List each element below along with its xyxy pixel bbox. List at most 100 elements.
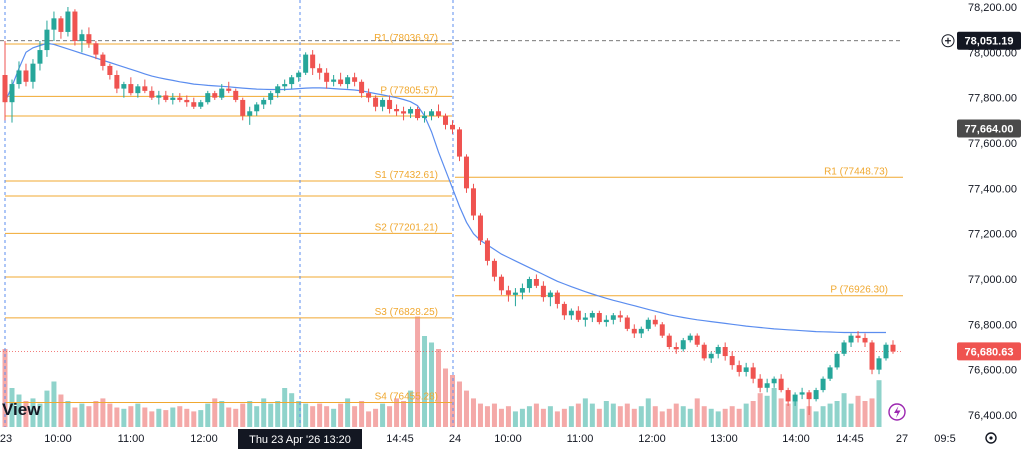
candle-body — [184, 99, 190, 103]
candle-body — [37, 50, 43, 64]
volume-bar — [554, 411, 560, 427]
candle-body — [177, 97, 183, 100]
candle-body — [429, 111, 435, 116]
candle-body — [23, 70, 29, 82]
candle-body — [303, 54, 309, 73]
candle-body — [79, 34, 85, 41]
volume-bar — [9, 388, 15, 427]
price-tick-label: 77,400.00 — [968, 183, 1017, 195]
candle-body — [862, 337, 868, 343]
lightning-icon[interactable] — [888, 403, 906, 421]
candle-body — [708, 353, 714, 359]
candle-body — [498, 276, 504, 291]
volume-bar — [184, 408, 190, 427]
volume-bar — [862, 401, 868, 427]
volume-bar — [156, 408, 162, 427]
volume-bar — [624, 403, 630, 427]
vwap-line — [4, 42, 886, 334]
volume-bar — [331, 408, 337, 427]
volume-bar — [687, 408, 693, 427]
volume-bar — [659, 411, 665, 427]
volume-bar — [268, 403, 274, 427]
price-tick-label: 76,800.00 — [968, 319, 1017, 331]
pivot-label: S3 (76828.25) — [375, 307, 438, 318]
volume-bar — [449, 375, 455, 427]
candle-body — [72, 11, 78, 41]
volume-bar — [743, 403, 749, 427]
candle-body — [205, 93, 211, 103]
candle-body — [638, 328, 644, 334]
watermark-text: View — [2, 400, 41, 419]
volume-bar — [764, 395, 770, 427]
volume-bar — [198, 410, 204, 427]
volume-bar — [366, 411, 372, 427]
candle-body — [240, 99, 246, 116]
volume-bar — [79, 403, 85, 427]
time-axis[interactable]: 23 10:00 11:00 12:00 14:45 24 10:00 11:00 12:00 1… — [0, 427, 1024, 451]
price-tick-label: 77,600.00 — [968, 138, 1017, 150]
volume-bar — [338, 403, 344, 427]
price-axis[interactable]: 78,200.00 78,000.00 77,800.00 77,600.00 77,4… — [903, 0, 1024, 427]
candle-body — [512, 292, 518, 295]
candle-body — [631, 328, 637, 334]
volume-bar — [771, 388, 777, 427]
volume-bar — [708, 408, 714, 427]
candle-body — [387, 99, 393, 109]
candle-body — [422, 115, 428, 119]
candle-body — [338, 79, 344, 85]
candle-body — [107, 65, 113, 75]
price-tick-label: 77,800.00 — [968, 93, 1017, 105]
candle-body — [575, 310, 581, 320]
candle-body — [65, 11, 71, 32]
pivot-label: R1 (77448.73) — [824, 166, 888, 177]
candle-body — [44, 29, 50, 51]
candle-body — [533, 279, 539, 286]
candle-body — [254, 104, 260, 112]
volume-bar — [869, 398, 875, 427]
volume-bar — [37, 403, 43, 427]
volume-bar — [380, 403, 386, 427]
candle-body — [526, 279, 532, 289]
volume-bar — [387, 406, 393, 427]
candle-body — [617, 315, 623, 318]
volume-bar — [373, 408, 379, 427]
volume-bar — [317, 403, 323, 427]
candle-body — [477, 215, 483, 241]
candle-body — [484, 240, 490, 261]
volume-bar — [394, 398, 400, 427]
candle-body — [30, 63, 36, 82]
volume-bar — [876, 380, 882, 427]
volume-bar — [568, 406, 574, 427]
volume-bar — [827, 403, 833, 427]
volume-bar — [44, 390, 50, 427]
candle-body — [519, 288, 525, 293]
candle-body — [86, 34, 92, 44]
time-tick-label: 10:00 — [494, 433, 522, 445]
volume-bar — [422, 336, 428, 427]
candle-body — [715, 347, 721, 354]
volume-bar — [401, 401, 407, 427]
volume-bar — [792, 401, 798, 427]
axis-background — [903, 0, 1024, 427]
crosshair-time-label: Thu 23 Apr '26 13:20 — [249, 434, 351, 446]
candle-body — [247, 111, 253, 116]
volume-bar — [673, 403, 679, 427]
volume-bar — [694, 398, 700, 427]
candle-body — [212, 93, 218, 98]
volume-bar — [429, 342, 435, 427]
volume-bar — [841, 393, 847, 427]
pivot-label: R1 (78036.97) — [374, 33, 438, 44]
price-tags: 78,051.19 77,664.00 76,680.63 — [941, 31, 1021, 361]
candle-body — [121, 84, 127, 89]
volume-bar — [72, 407, 78, 427]
volume-bar — [58, 394, 64, 427]
volume-bar — [86, 406, 92, 427]
volume-bar — [645, 398, 651, 427]
volume-bar — [799, 408, 805, 427]
candle-body — [296, 72, 302, 78]
candle-body — [792, 394, 798, 402]
volume-bar — [128, 406, 134, 427]
candlesticks[interactable] — [2, 7, 896, 415]
settings-icon[interactable] — [985, 432, 997, 444]
